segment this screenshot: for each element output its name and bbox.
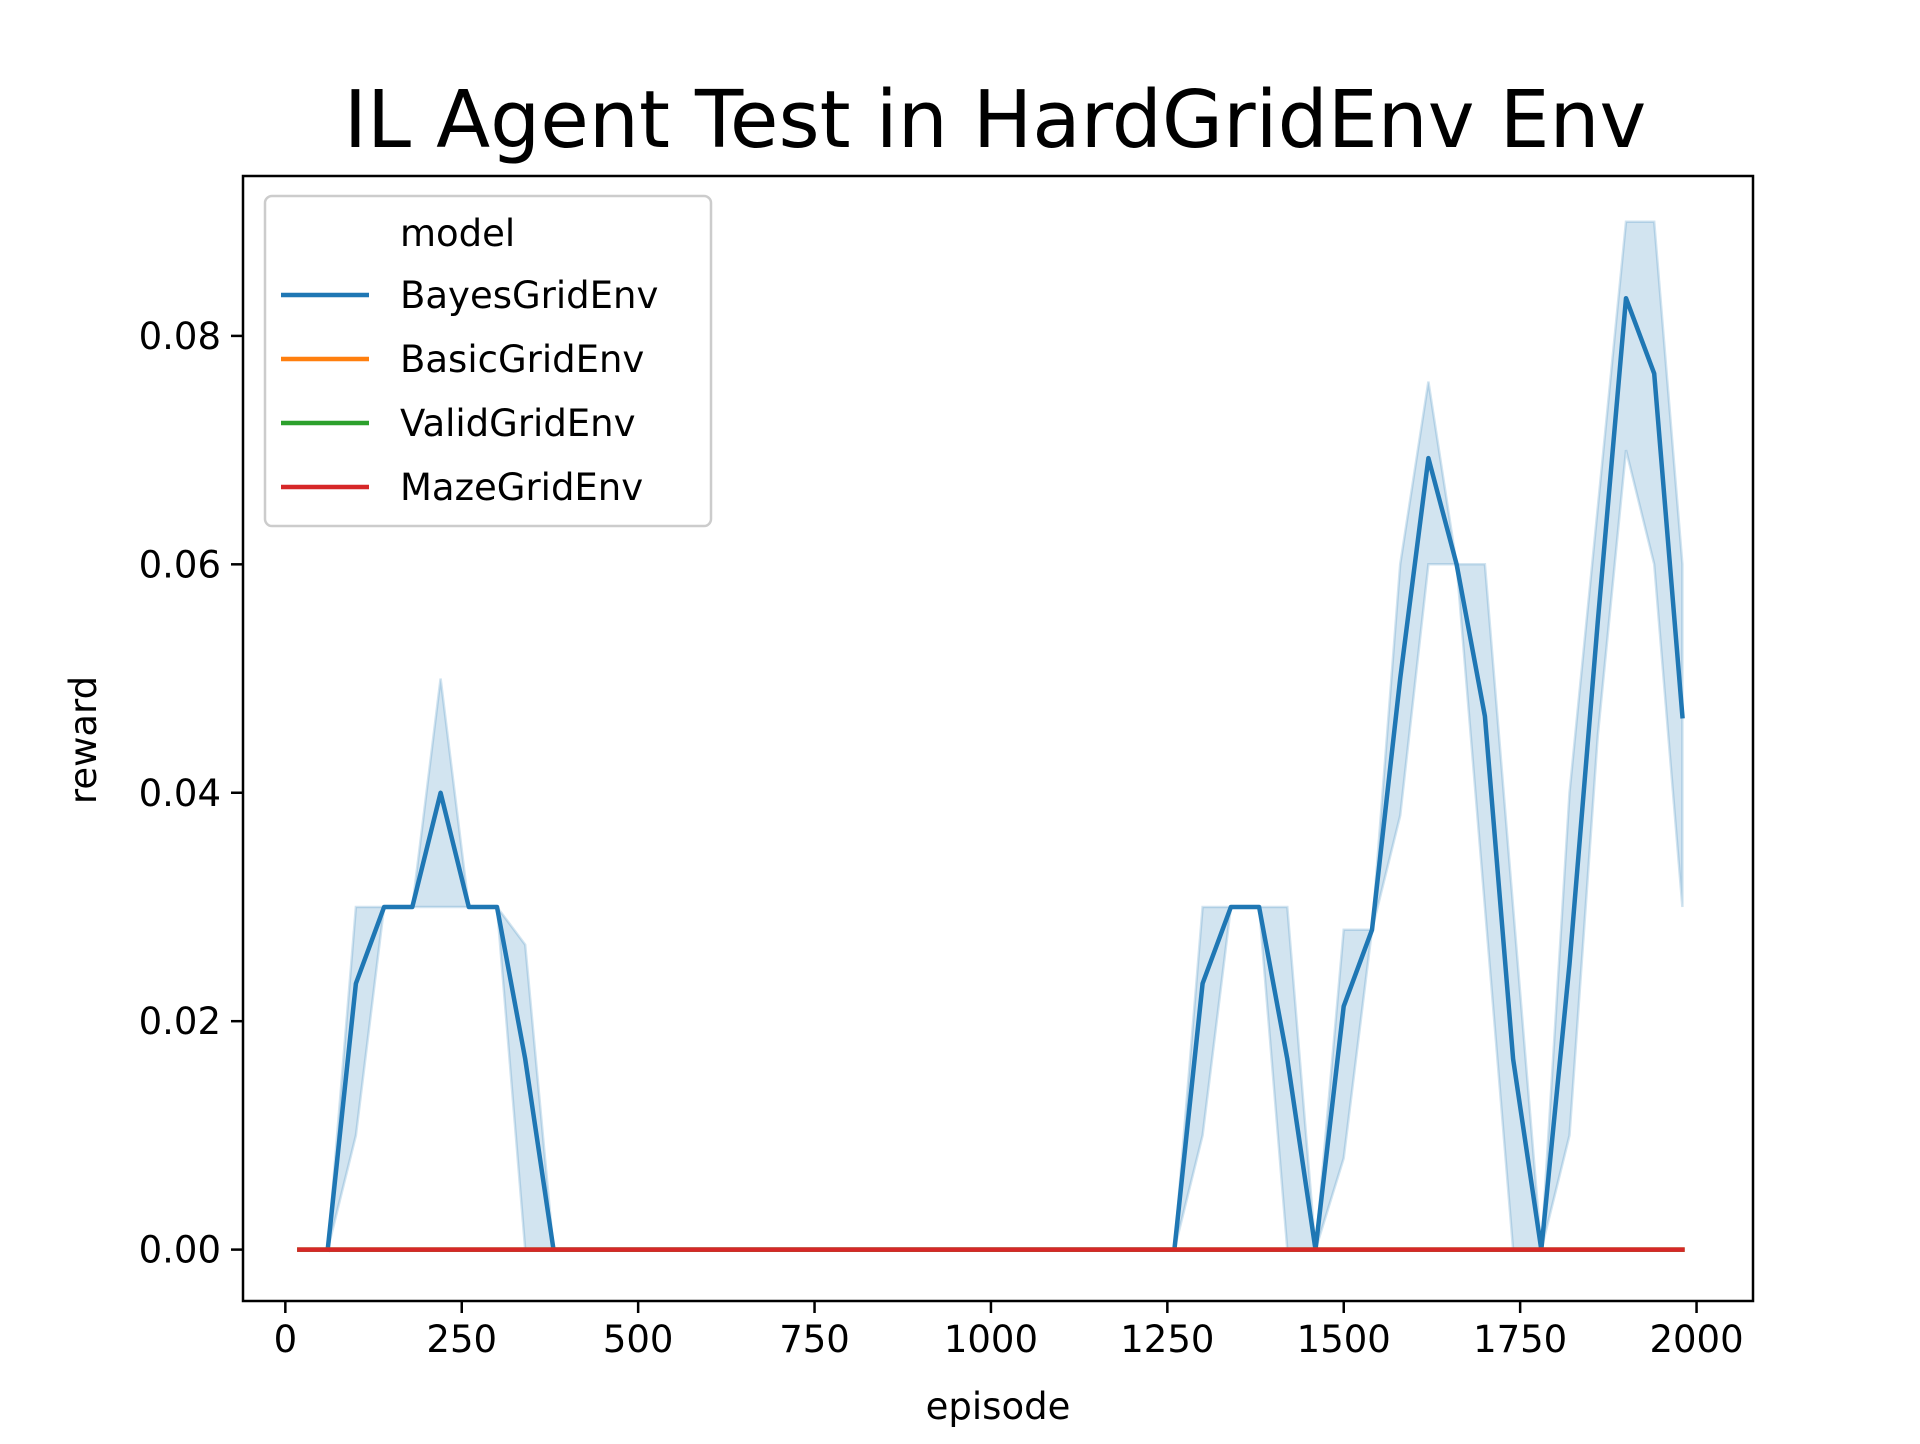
y-tick-label: 0.06 xyxy=(139,543,221,586)
legend-label-bayesgridenv: BayesGridEnv xyxy=(400,274,658,317)
x-tick-label: 1750 xyxy=(1473,1318,1567,1361)
y-tick-label: 0.00 xyxy=(139,1229,221,1272)
x-axis: 0 250 500 750 1000 1250 1500 1750 2000 xyxy=(274,1301,1744,1361)
x-tick-label: 750 xyxy=(779,1318,850,1361)
legend-box xyxy=(263,194,713,528)
x-axis-label: episode xyxy=(926,1385,1071,1428)
x-tick-label: 1250 xyxy=(1120,1318,1214,1361)
y-axis-label: reward xyxy=(62,676,105,804)
y-axis: 0.00 0.02 0.04 0.06 0.08 xyxy=(139,315,243,1272)
legend-label-basicgridenv: BasicGridEnv xyxy=(400,338,644,381)
plot-frame xyxy=(241,174,1755,1303)
x-tick-label: 0 xyxy=(274,1318,298,1361)
y-tick-label: 0.08 xyxy=(139,315,221,358)
legend-title: model xyxy=(400,212,515,255)
x-tick-label: 250 xyxy=(426,1318,497,1361)
series-lines xyxy=(297,295,1685,1253)
x-tick-label: 1000 xyxy=(944,1318,1038,1361)
legend-label-validgridenv: ValidGridEnv xyxy=(400,402,636,445)
y-tick-label: 0.04 xyxy=(139,772,221,815)
x-tick-label: 2000 xyxy=(1649,1318,1743,1361)
x-tick-label: 500 xyxy=(603,1318,674,1361)
legend: model BayesGridEnv BasicGridEnv ValidGri… xyxy=(263,194,713,528)
legend-label-mazegridenv: MazeGridEnv xyxy=(400,466,643,509)
chart-title: IL Agent Test in HardGridEnv Env xyxy=(344,74,1647,166)
y-tick-label: 0.02 xyxy=(139,1000,221,1043)
x-tick-label: 1500 xyxy=(1297,1318,1391,1361)
